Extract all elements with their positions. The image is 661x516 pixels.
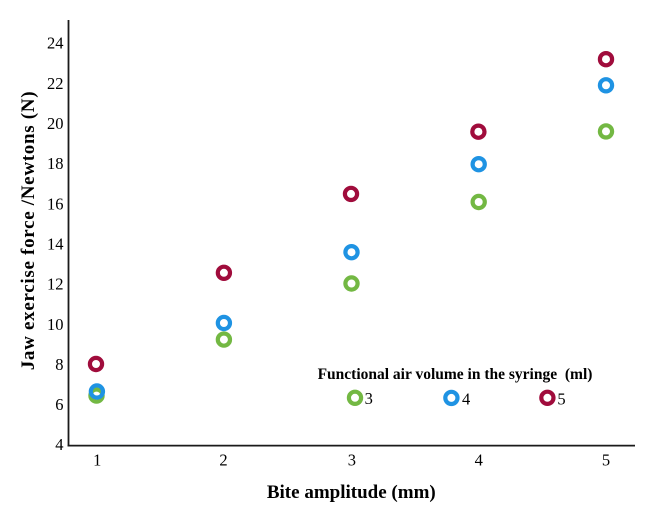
svg-text:8: 8 xyxy=(55,355,63,374)
svg-text:5: 5 xyxy=(557,389,565,408)
svg-text:10: 10 xyxy=(47,315,64,334)
svg-text:20: 20 xyxy=(47,114,64,133)
svg-text:12: 12 xyxy=(47,275,64,294)
svg-text:4: 4 xyxy=(55,435,63,454)
svg-text:14: 14 xyxy=(47,235,64,254)
svg-text:Bite amplitude (mm): Bite amplitude (mm) xyxy=(267,482,436,503)
svg-text:18: 18 xyxy=(47,154,64,173)
svg-text:6: 6 xyxy=(55,395,63,414)
svg-text:1: 1 xyxy=(93,450,101,469)
svg-text:16: 16 xyxy=(47,194,64,213)
svg-text:24: 24 xyxy=(47,34,64,53)
svg-text:3: 3 xyxy=(365,389,373,408)
svg-text:3: 3 xyxy=(348,450,356,469)
svg-text:Jaw exercise force /Newtons (N: Jaw exercise force /Newtons (N) xyxy=(18,91,39,371)
svg-text:2: 2 xyxy=(219,450,227,469)
svg-text:4: 4 xyxy=(475,450,483,469)
svg-text:Functional air volume in the s: Functional air volume in the syringe (ml… xyxy=(318,366,593,383)
svg-text:22: 22 xyxy=(47,74,64,93)
svg-text:4: 4 xyxy=(462,389,470,408)
svg-text:5: 5 xyxy=(602,450,610,469)
